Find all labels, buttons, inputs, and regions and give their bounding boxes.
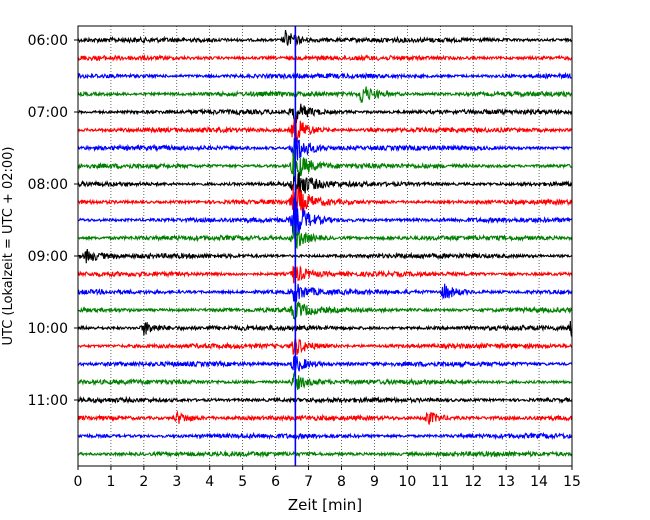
trace-row-22 [77,431,573,441]
x-tick-label: 2 [139,474,148,490]
trace-row-1 [77,54,573,63]
x-tick-label: 0 [74,474,83,490]
y-tick-label: 08:00 [28,177,68,193]
x-tick-label: 7 [304,474,313,490]
trace-row-21 [77,410,573,425]
trace-row-23 [77,449,573,459]
y-tick-label: 11:00 [28,393,68,409]
y-axis-label: UTC (Lokalzeit = UTC + 02:00) [1,147,16,346]
trace-row-19 [77,370,573,391]
trace-row-5 [77,116,573,144]
x-tick-label: 13 [497,474,515,490]
trace-row-4 [77,103,573,124]
x-axis-label: Zeit [min] [288,496,362,514]
grid-lines [110,26,540,466]
x-tick-label: 4 [205,474,214,490]
x-tick-label: 8 [337,474,346,490]
x-tick-label: 15 [563,474,581,490]
y-tick-label: 07:00 [28,105,68,121]
x-tick-label: 3 [172,474,181,490]
y-axis-ticks: 06:00 07:00 08:00 09:00 10:00 11:00 [28,33,78,409]
x-tick-label: 11 [431,474,449,490]
x-tick-label: 14 [530,474,548,490]
x-tick-label: 5 [238,474,247,490]
x-axis-ticks: 0 1 2 3 4 5 6 7 8 9 10 11 12 13 14 15 [74,466,581,490]
trace-row-9 [77,183,573,217]
x-tick-label: 9 [370,474,379,490]
trace-row-11 [77,224,573,250]
y-tick-label: 10:00 [28,321,68,337]
trace-row-20 [77,395,573,405]
trace-row-2 [77,71,573,81]
trace-row-15 [77,301,573,322]
seismic-traces [77,29,573,459]
x-tick-label: 10 [398,474,416,490]
y-tick-label: 06:00 [28,33,68,49]
y-tick-label: 09:00 [28,249,68,265]
trace-row-13 [77,265,573,284]
trace-row-3 [77,86,573,103]
trace-row-10 [77,197,573,241]
trace-row-18 [77,355,573,375]
trace-row-17 [77,337,573,355]
trace-row-0 [77,29,573,47]
x-tick-label: 1 [106,474,115,490]
trace-row-6 [77,137,573,161]
trace-row-16 [77,321,573,337]
plot-frame [77,25,573,467]
x-tick-label: 6 [271,474,280,490]
trace-row-8 [77,172,573,199]
x-tick-label: 12 [464,474,482,490]
trace-row-14 [77,283,573,302]
trace-row-7 [77,147,573,179]
trace-row-12 [77,248,573,264]
